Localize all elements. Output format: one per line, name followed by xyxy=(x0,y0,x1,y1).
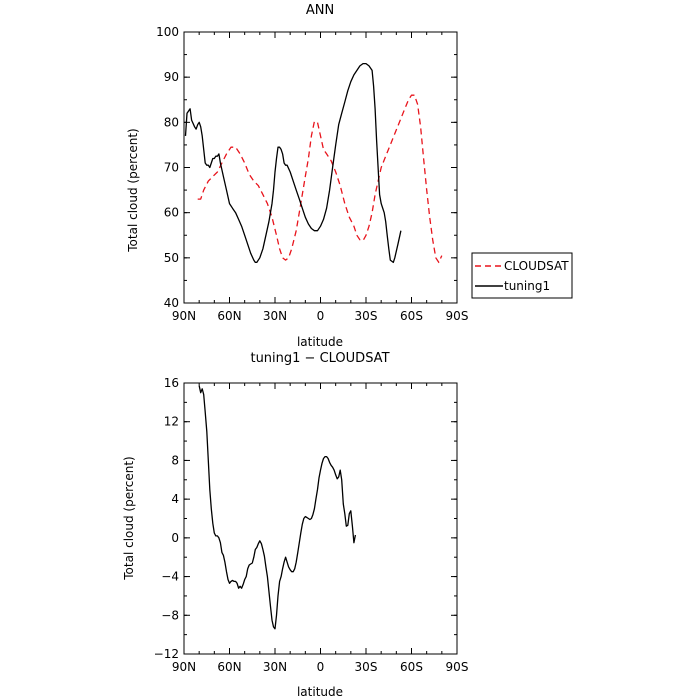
plot-frame xyxy=(183,31,458,304)
legend-cloudsat-label: CLOUDSAT xyxy=(504,259,569,273)
x-tick-label: 60S xyxy=(400,309,423,323)
x-tick-label: 30N xyxy=(263,660,287,674)
y-tick-label: 16 xyxy=(164,376,179,390)
top-x-axis-label: latitude xyxy=(297,335,343,349)
bottom-x-axis-label: latitude xyxy=(297,685,343,699)
x-tick-label: 0 xyxy=(317,309,325,323)
bottom-chart: tuning1 − CLOUDSAT −12 −8 −4 0 4 8 12 16 90N 60N… xyxy=(122,351,468,699)
y-tick-label: 40 xyxy=(164,296,179,310)
y-tick-label: −8 xyxy=(161,608,179,622)
plot-frame xyxy=(183,382,458,655)
x-tick-label: 60N xyxy=(217,309,241,323)
y-tick-label: 4 xyxy=(171,492,179,506)
top-x-tick-labels: 90N 60N 30N 0 30S 60S 90S xyxy=(172,309,469,323)
x-tick-label: 90N xyxy=(172,660,196,674)
top-y-tick-labels: 40 50 60 70 80 90 100 xyxy=(156,25,179,310)
y-tick-label: 8 xyxy=(171,453,179,467)
legend-box xyxy=(471,252,573,299)
x-tick-label: 30S xyxy=(355,309,378,323)
x-tick-label: 0 xyxy=(317,660,325,674)
bottom-x-tick-labels: 90N 60N 30N 0 30S 60S 90S xyxy=(172,660,469,674)
top-y-axis-label: Total cloud (percent) xyxy=(126,128,140,252)
bottom-y-tick-labels: −12 −8 −4 0 4 8 12 16 xyxy=(154,376,179,661)
x-tick-label: 90N xyxy=(172,309,196,323)
y-tick-label: 90 xyxy=(164,70,179,84)
y-tick-label: −4 xyxy=(161,570,179,584)
y-tick-label: 100 xyxy=(156,25,179,39)
legend: CLOUDSAT tuning1 xyxy=(471,252,573,299)
y-tick-label: 12 xyxy=(164,415,179,429)
series-line-tuning1 xyxy=(184,62,402,264)
series-line-tuning1-cloudsat xyxy=(198,385,357,630)
y-tick-label: 0 xyxy=(171,531,179,545)
bottom-chart-title: tuning1 − CLOUDSAT xyxy=(250,351,389,366)
y-tick-label: 50 xyxy=(164,251,179,265)
x-tick-label: 60N xyxy=(217,660,241,674)
x-tick-label: 90S xyxy=(446,309,469,323)
y-tick-label: −12 xyxy=(154,647,179,661)
series-line-cloudsat xyxy=(197,94,443,264)
top-plot-area xyxy=(183,31,458,304)
top-chart-title: ANN xyxy=(306,3,334,18)
legend-tuning1-label: tuning1 xyxy=(504,279,550,293)
bottom-y-axis-label: Total cloud (percent) xyxy=(122,456,136,580)
y-tick-label: 70 xyxy=(164,161,179,175)
y-tick-label: 80 xyxy=(164,115,179,129)
x-tick-label: 60S xyxy=(400,660,423,674)
y-tick-label: 60 xyxy=(164,206,179,220)
x-tick-label: 30S xyxy=(355,660,378,674)
bottom-plot-area xyxy=(183,382,458,655)
x-tick-label: 90S xyxy=(446,660,469,674)
x-tick-label: 30N xyxy=(263,309,287,323)
